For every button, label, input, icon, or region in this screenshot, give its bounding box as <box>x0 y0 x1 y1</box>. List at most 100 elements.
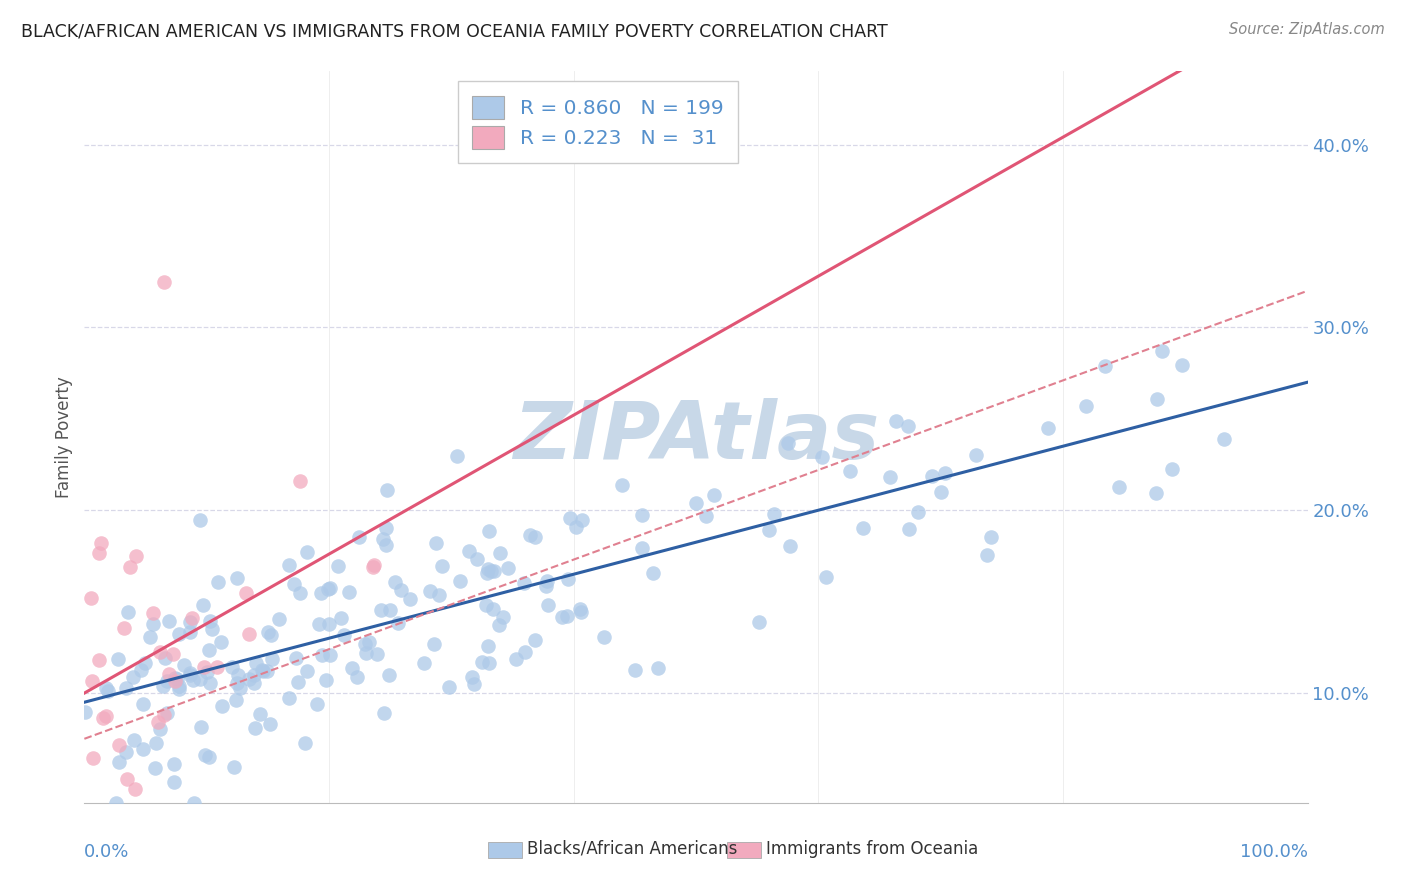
Point <box>319 648 342 662</box>
Point <box>419 583 441 598</box>
Point <box>169 682 191 697</box>
Point <box>288 474 311 488</box>
Point <box>921 469 943 483</box>
Point <box>378 667 401 681</box>
Point <box>108 755 131 769</box>
Point <box>437 680 460 694</box>
Point <box>496 561 519 575</box>
Point <box>87 653 110 667</box>
Text: 0.0%: 0.0% <box>84 843 129 861</box>
Point <box>519 527 541 541</box>
Point <box>375 483 398 498</box>
Point <box>329 611 352 625</box>
Point <box>1108 480 1130 494</box>
Point <box>207 574 229 589</box>
Point <box>229 681 252 695</box>
Point <box>284 650 307 665</box>
Point <box>283 577 305 591</box>
Point <box>198 642 221 657</box>
Point <box>1036 421 1059 435</box>
Point <box>195 665 218 680</box>
Point <box>398 591 420 606</box>
Text: Blacks/African Americans: Blacks/African Americans <box>527 840 738 858</box>
Point <box>976 548 998 562</box>
Point <box>156 673 179 688</box>
Point <box>162 647 184 661</box>
Point <box>363 558 385 573</box>
Point <box>143 761 166 775</box>
Point <box>477 639 499 653</box>
Point <box>287 674 309 689</box>
Point <box>245 656 267 670</box>
Point <box>181 673 204 687</box>
Point <box>463 677 485 691</box>
Point <box>387 616 409 631</box>
Point <box>489 546 512 560</box>
Point <box>569 605 592 619</box>
Point <box>479 564 502 578</box>
Legend: R = 0.860   N = 199, R = 0.223   N =  31: R = 0.860 N = 199, R = 0.223 N = 31 <box>458 81 738 163</box>
Point <box>965 448 987 462</box>
Point <box>370 603 392 617</box>
Point <box>311 648 333 662</box>
Point <box>838 464 860 478</box>
Point <box>267 612 290 626</box>
Point <box>179 625 201 640</box>
Point <box>555 608 578 623</box>
Point <box>315 673 337 688</box>
Point <box>571 512 593 526</box>
Point <box>115 745 138 759</box>
Point <box>907 505 929 519</box>
Point <box>169 627 191 641</box>
Point <box>205 660 228 674</box>
Point <box>108 738 131 752</box>
Point <box>120 560 142 574</box>
Point <box>75 705 97 719</box>
Point <box>534 578 557 592</box>
Point <box>1212 432 1234 446</box>
Point <box>277 690 299 705</box>
Point <box>1144 486 1167 500</box>
Point <box>413 657 436 671</box>
Point <box>198 615 221 629</box>
Point <box>319 582 342 596</box>
Point <box>191 599 214 613</box>
Point <box>316 582 339 596</box>
Point <box>117 605 139 619</box>
Point <box>197 750 219 764</box>
Point <box>245 721 267 735</box>
Point <box>375 538 398 552</box>
Point <box>129 664 152 678</box>
Point <box>198 676 221 690</box>
Point <box>779 539 801 553</box>
Point <box>209 635 232 649</box>
Point <box>758 523 780 537</box>
Point <box>423 637 446 651</box>
Point <box>523 530 546 544</box>
Point <box>179 666 201 681</box>
Point <box>1074 400 1097 414</box>
Point <box>226 571 249 585</box>
Point <box>179 668 201 682</box>
Point <box>309 586 332 600</box>
Point <box>260 627 283 641</box>
Point <box>173 657 195 672</box>
Point <box>288 586 311 600</box>
Text: 100.0%: 100.0% <box>1240 843 1308 861</box>
Point <box>371 533 394 547</box>
Point <box>249 707 271 722</box>
Text: Immigrants from Oceania: Immigrants from Oceania <box>766 840 979 858</box>
Point <box>82 751 104 765</box>
Point <box>380 603 402 617</box>
Point <box>278 558 301 572</box>
Text: Source: ZipAtlas.com: Source: ZipAtlas.com <box>1229 22 1385 37</box>
Point <box>235 586 257 600</box>
Point <box>97 684 120 698</box>
Point <box>308 617 330 632</box>
Point <box>623 663 645 677</box>
Point <box>190 720 212 734</box>
Point <box>449 574 471 588</box>
Point <box>87 545 110 559</box>
Point <box>114 681 136 696</box>
Point <box>356 647 378 661</box>
